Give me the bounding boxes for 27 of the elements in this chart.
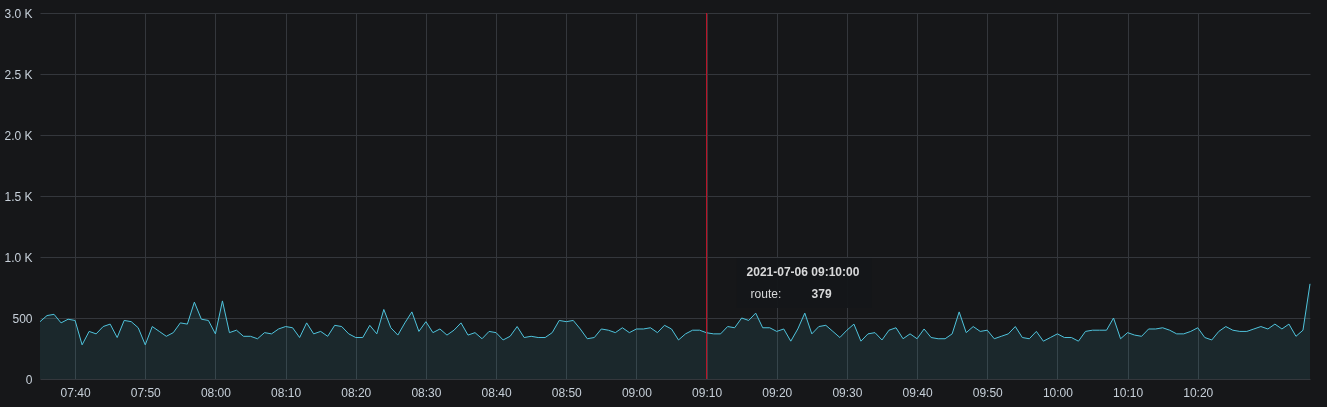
x-tick-label: 08:50 [551,385,583,400]
x-tick-label: 09:20 [762,385,793,400]
annotation: 379 [811,287,832,301]
x-tick-label: 08:20 [341,385,372,400]
x-tick-label: 09:00 [621,385,653,400]
x-tick-label: 07:40 [60,385,91,400]
x-tick-label: 09:40 [902,385,933,400]
x-tick-label: 08:10 [271,385,302,400]
x-tick-label: 09:30 [832,385,863,400]
x-tick-label: 10:00 [1042,385,1074,400]
x-tick-label: 09:50 [972,385,1004,400]
series-label: route: [750,287,782,301]
y-tick-label: 3.0 K [4,6,33,21]
y-tick-label: 2.0 K [4,128,33,143]
y-tick-label: 500 [12,311,33,326]
x-tick-label: 08:30 [411,385,442,400]
x-tick-label: 10:20 [1183,385,1214,400]
y-tick-label: 0 [25,372,33,387]
x-tick-label: 07:50 [130,385,162,400]
y-tick-label: 2.5 K [4,67,33,82]
x-tick-label: 09:10 [692,385,723,400]
x-tick-label: 08:40 [481,385,512,400]
x-tick-label: 08:00 [200,385,232,400]
annotation: 2021-07-06 09:10:00 [746,265,860,279]
y-tick-label: 1.5 K [4,189,33,204]
y-tick-label: 1.0 K [4,250,33,265]
x-tick-label: 10:10 [1113,385,1144,400]
